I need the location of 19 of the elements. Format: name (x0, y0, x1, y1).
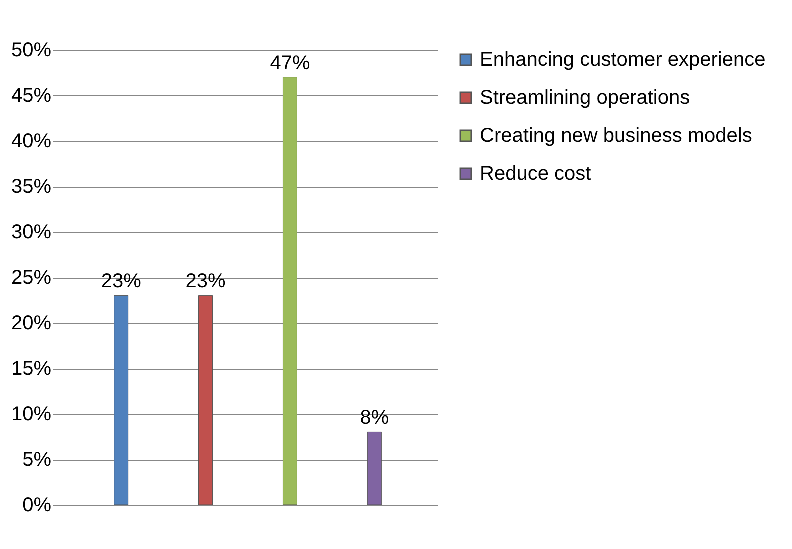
legend-label: Streamlining operations (480, 87, 690, 109)
legend-label: Creating new business models (480, 125, 752, 147)
y-tick-label: 10% (11, 404, 52, 426)
y-tick-label: 5% (22, 449, 52, 471)
y-tick-label: 20% (11, 312, 52, 334)
y-tick-label: 15% (11, 358, 52, 380)
y-tick-label: 40% (11, 130, 52, 152)
data-label: 47% (270, 52, 310, 74)
y-tick-label: 35% (11, 176, 52, 198)
data-label: 23% (186, 270, 226, 293)
y-tick-label: 0% (22, 494, 52, 516)
legend-label: Reduce cost (480, 163, 592, 185)
y-tick-label: 30% (11, 222, 52, 244)
y-tick-label: 25% (11, 267, 52, 289)
data-label: 23% (101, 270, 142, 293)
legend-label: Enhancing customer experience (480, 49, 766, 71)
y-tick-label: 50% (11, 40, 52, 62)
y-tick-label: 45% (11, 85, 52, 107)
data-label: 8% (360, 407, 390, 430)
